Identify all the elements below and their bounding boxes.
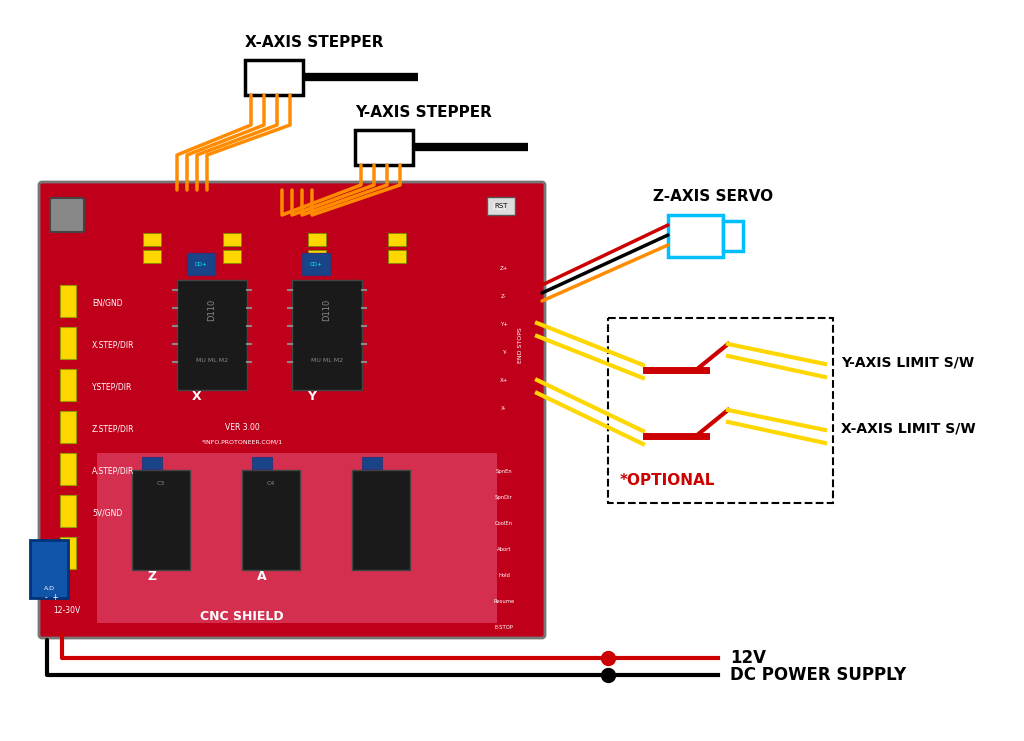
Text: CD+: CD+ [195,262,208,267]
Text: CNC SHIELD: CNC SHIELD [200,610,284,623]
Text: 12-30V: 12-30V [53,606,81,615]
Text: X.STEP/DIR: X.STEP/DIR [92,341,134,350]
Bar [242,470,300,570]
Text: MU ML M2: MU ML M2 [311,357,343,362]
Text: CD+: CD+ [309,262,323,267]
Bar [355,130,413,165]
Bar [60,453,76,485]
Bar [177,280,247,390]
FancyBboxPatch shape [50,198,84,232]
Bar [352,470,410,570]
Text: X+: X+ [500,378,508,383]
Bar [723,221,743,251]
Bar [388,233,406,246]
Text: END STOPS: END STOPS [517,327,522,363]
Text: D110: D110 [208,299,216,321]
Text: X-AXIS LIMIT S/W: X-AXIS LIMIT S/W [841,421,976,435]
Bar [97,453,497,623]
Text: Z: Z [147,570,157,583]
Text: SpnEn: SpnEn [496,469,512,474]
Text: Y-AXIS LIMIT S/W: Y-AXIS LIMIT S/W [841,355,974,369]
Bar [60,537,76,569]
Text: A.STEP/DIR: A.STEP/DIR [92,467,134,476]
Text: Z+: Z+ [500,266,508,271]
Bar [362,457,382,469]
Bar [308,250,326,263]
Text: EN/GND: EN/GND [92,299,123,308]
Text: 5V/GND: 5V/GND [92,508,122,517]
Bar [668,215,723,257]
Text: *INFO.PROTONEER.COM/1: *INFO.PROTONEER.COM/1 [202,439,283,444]
Bar [132,470,190,570]
Bar [252,457,272,469]
Bar [302,253,330,275]
Text: Y.STEP/DIR: Y.STEP/DIR [92,382,132,391]
Text: Resume: Resume [494,599,515,604]
Text: E-STOP: E-STOP [495,625,513,630]
Text: *OPTIONAL: *OPTIONAL [620,473,716,488]
Bar [223,233,241,246]
Text: A.D: A.D [43,586,54,591]
Text: X-AXIS STEPPER: X-AXIS STEPPER [245,35,384,50]
Bar [142,457,162,469]
Text: C3: C3 [157,481,165,486]
Text: Z.STEP/DIR: Z.STEP/DIR [92,425,134,433]
Text: D110: D110 [323,299,332,321]
Bar [292,280,362,390]
Bar [223,250,241,263]
Text: Y-: Y- [502,350,506,355]
FancyBboxPatch shape [39,182,545,638]
Bar [187,253,215,275]
Text: X-: X- [502,406,507,411]
Text: SpnDir: SpnDir [495,495,513,500]
Text: A: A [257,570,267,583]
Bar [308,233,326,246]
Bar [143,250,161,263]
Text: Y+: Y+ [500,322,508,327]
Text: CoolEn: CoolEn [495,521,513,526]
Text: -  +: - + [45,593,59,602]
Text: Y-AXIS STEPPER: Y-AXIS STEPPER [355,105,492,120]
Bar [245,60,303,95]
Text: Hold: Hold [498,573,510,578]
Text: DC POWER SUPPLY: DC POWER SUPPLY [730,666,906,684]
Text: Y: Y [307,390,316,403]
Text: Z-AXIS SERVO: Z-AXIS SERVO [653,189,773,204]
Text: RST: RST [495,203,508,209]
Bar [60,369,76,401]
Bar [143,233,161,246]
Bar [60,327,76,359]
Bar [60,411,76,443]
Text: C4: C4 [267,481,275,486]
Text: MU ML M2: MU ML M2 [196,357,228,362]
Text: Z-: Z- [501,294,507,299]
Text: Abort: Abort [497,547,511,552]
Text: VER 3.00: VER 3.00 [224,423,259,432]
Text: X: X [193,390,202,403]
Text: RST: RST [493,202,507,211]
Bar [388,250,406,263]
Bar [487,197,515,215]
Bar [60,285,76,317]
Bar [30,540,68,598]
Text: 12V: 12V [730,649,766,667]
Bar [608,318,833,503]
Bar [60,495,76,527]
